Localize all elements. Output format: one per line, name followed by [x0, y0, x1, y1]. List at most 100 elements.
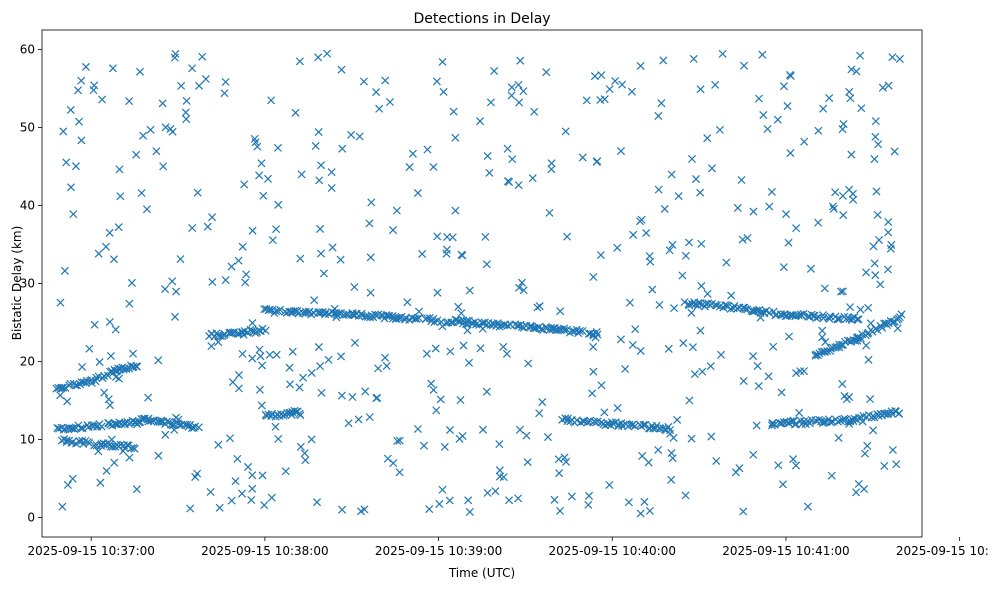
data-point	[563, 417, 572, 426]
data-point	[589, 367, 598, 376]
data-point	[171, 49, 180, 58]
data-point	[247, 495, 256, 505]
data-point	[639, 420, 648, 429]
data-point	[862, 341, 871, 350]
data-point	[800, 137, 809, 146]
data-point	[680, 298, 689, 307]
data-point	[350, 338, 359, 347]
data-point	[133, 362, 142, 371]
data-point	[462, 316, 471, 325]
data-point	[176, 255, 185, 264]
data-point	[846, 94, 855, 103]
data-point	[442, 249, 451, 258]
data-point	[125, 97, 134, 106]
x-tick-label: 2025-09-15 10:42:00	[896, 544, 988, 558]
data-point	[137, 188, 146, 198]
data-point	[507, 91, 516, 100]
data-point	[597, 381, 606, 390]
data-point	[856, 305, 865, 314]
data-point	[889, 317, 898, 326]
data-point	[818, 326, 827, 335]
data-point	[505, 496, 514, 505]
data-point	[170, 425, 179, 434]
data-point	[754, 381, 763, 391]
data-point	[839, 211, 848, 220]
data-point	[707, 164, 717, 173]
data-point	[111, 325, 120, 334]
data-point	[188, 64, 197, 73]
data-point	[327, 183, 336, 192]
data-point	[154, 451, 163, 460]
data-point	[104, 395, 113, 404]
data-point	[767, 187, 776, 196]
data-point	[718, 49, 727, 58]
data-point	[840, 391, 849, 400]
data-point	[201, 75, 210, 84]
data-point	[440, 442, 449, 451]
data-point	[436, 395, 445, 404]
data-point	[74, 117, 84, 126]
data-point	[96, 478, 105, 487]
data-point	[248, 226, 257, 235]
y-tick-label: 20	[20, 355, 35, 369]
data-point	[789, 455, 798, 464]
data-point	[85, 344, 94, 353]
data-point	[697, 239, 706, 248]
data-point	[111, 419, 120, 428]
data-point	[670, 304, 679, 313]
data-point	[568, 327, 577, 336]
data-point	[845, 393, 854, 402]
data-point	[818, 333, 827, 342]
data-point	[890, 147, 899, 156]
data-point	[257, 159, 266, 168]
data-point	[267, 96, 276, 105]
data-point	[589, 272, 598, 282]
data-point	[596, 251, 605, 260]
data-point	[324, 355, 333, 364]
data-point	[317, 161, 326, 170]
data-point	[337, 65, 346, 74]
data-point	[870, 155, 879, 164]
data-point	[522, 431, 531, 440]
data-point	[750, 307, 759, 316]
data-point	[355, 132, 364, 141]
data-point	[431, 344, 440, 353]
data-point	[102, 466, 111, 475]
data-point	[297, 170, 306, 179]
data-point	[829, 204, 838, 213]
data-point	[233, 454, 242, 463]
data-point	[596, 95, 605, 104]
data-point	[880, 461, 889, 471]
data-point	[588, 389, 597, 398]
data-point	[862, 268, 871, 277]
data-point	[133, 420, 142, 429]
data-point	[490, 66, 499, 76]
data-point	[296, 411, 305, 420]
data-point	[689, 54, 698, 63]
data-point	[445, 425, 455, 435]
data-point	[572, 416, 581, 425]
data-point	[503, 177, 512, 186]
data-point	[871, 117, 880, 126]
data-point	[819, 347, 828, 356]
data-point	[613, 403, 622, 413]
data-point	[543, 433, 552, 442]
data-point	[357, 309, 366, 318]
data-point	[66, 379, 75, 388]
data-point	[759, 110, 768, 120]
data-point	[768, 418, 777, 428]
data-point	[319, 269, 328, 278]
data-point	[385, 97, 394, 107]
data-point	[854, 315, 863, 324]
data-point	[697, 281, 706, 290]
data-point	[876, 280, 885, 289]
data-point	[113, 366, 122, 375]
data-point	[344, 419, 353, 428]
data-point	[878, 83, 887, 92]
data-point	[220, 89, 229, 98]
data-point	[81, 436, 90, 445]
data-point	[828, 202, 838, 211]
data-point	[375, 104, 384, 113]
data-point	[433, 232, 442, 241]
data-point	[495, 466, 504, 475]
